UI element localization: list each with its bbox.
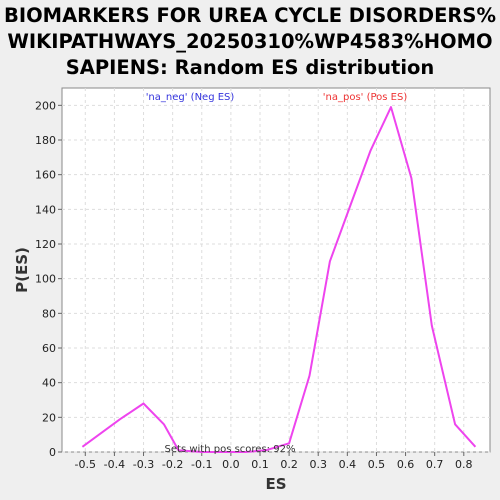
x-axis-label: ES: [265, 475, 286, 493]
annotation-pos: 'na_pos' (Pos ES): [323, 92, 408, 103]
series-layer: [81, 106, 477, 453]
y-tick-label: 40: [42, 377, 56, 390]
x-tick-label: 0.8: [455, 458, 473, 471]
x-tick-label: -0.1: [191, 458, 212, 471]
y-tick-label: 100: [35, 273, 56, 286]
y-tick-label: 140: [35, 203, 56, 216]
annotation-footer: Sets with pos scores: 92%: [165, 444, 296, 455]
x-tick-label: 0.2: [280, 458, 298, 471]
y-tick-label: 80: [42, 307, 56, 320]
y-tick-label: 120: [35, 238, 56, 251]
y-tick-label: 160: [35, 169, 56, 182]
x-tick-label: 0.1: [251, 458, 269, 471]
y-axis-label: P(ES): [13, 247, 31, 293]
x-tick-label: -0.2: [162, 458, 183, 471]
y-tick-label: 0: [49, 446, 56, 459]
grid-layer: [62, 88, 490, 453]
chart-title-line-2: WIKIPATHWAYS_20250310%WP4583%HOMO: [7, 30, 492, 53]
tick-layer: -0.5 -0.4 -0.3 -0.2 -0.1 0.0 0.1 0.2 0.3 0.4 0.5 0.…: [35, 99, 473, 471]
chart-title-line-1: BIOMARKERS FOR UREA CYCLE DISORDERS%: [4, 4, 496, 27]
chart-title-line-3: SAPIENS: Random ES distribution: [66, 56, 435, 79]
y-tick-label: 200: [35, 99, 56, 112]
y-tick-label: 20: [42, 411, 56, 424]
x-tick-label: 0.4: [339, 458, 357, 471]
y-tick-label: 180: [35, 134, 56, 147]
plot-area: [61, 87, 491, 453]
x-tick-label: 0.0: [222, 458, 240, 471]
x-tick-label: -0.4: [104, 458, 125, 471]
x-tick-label: 0.6: [397, 458, 415, 471]
x-tick-label: 0.3: [309, 458, 327, 471]
es-distribution-line: [81, 106, 477, 453]
x-tick-label: 0.5: [368, 458, 386, 471]
y-tick-label: 60: [42, 342, 56, 355]
x-tick-label: -0.5: [75, 458, 96, 471]
x-tick-label: -0.3: [133, 458, 154, 471]
annotation-neg: 'na_neg' (Neg ES): [146, 92, 235, 103]
x-tick-label: 0.7: [426, 458, 444, 471]
